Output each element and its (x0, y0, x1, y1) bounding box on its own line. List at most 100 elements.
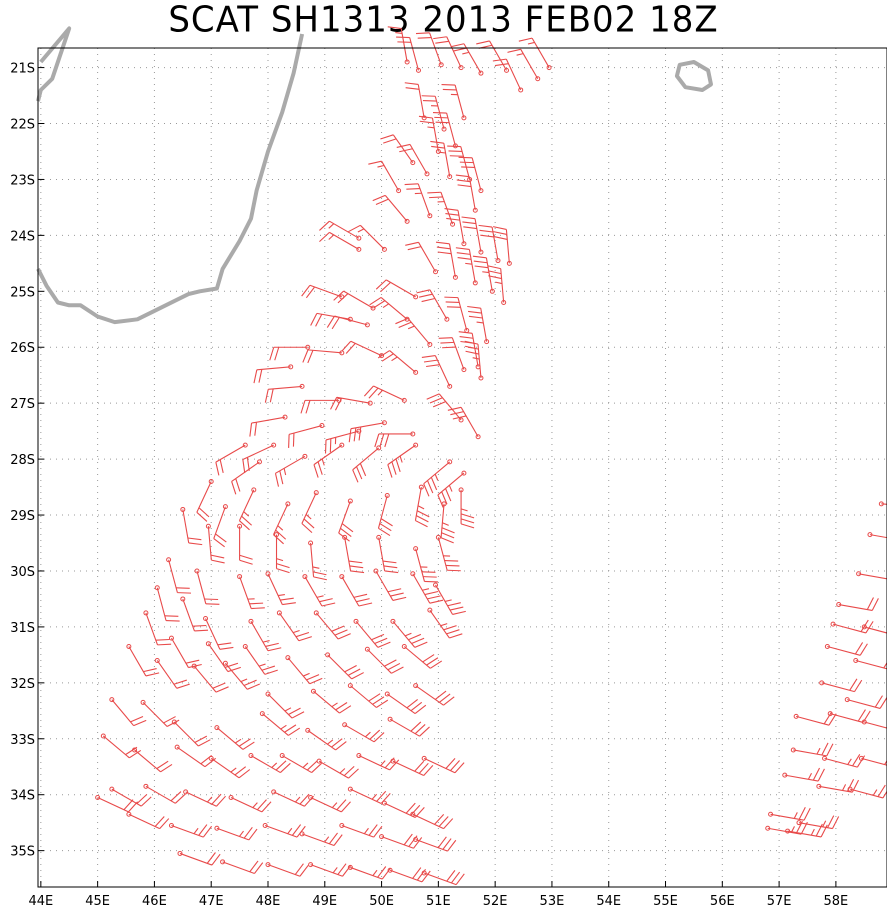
wind-barb (472, 255, 495, 294)
lon-tick-label: 54E (596, 894, 621, 909)
wind-barb (396, 143, 430, 177)
wind-barb (330, 396, 373, 411)
wind-barb (259, 711, 301, 736)
wind-barb (438, 337, 467, 373)
wind-barb (416, 289, 450, 322)
lon-tick-label: 55E (653, 894, 678, 909)
wind-barb (143, 610, 172, 646)
madagascar-coastline (36, 33, 305, 325)
wind-barb (415, 32, 444, 68)
wind-barb (435, 534, 461, 572)
wind-barb (790, 742, 834, 757)
wind-barb (450, 43, 484, 76)
wind-barb (836, 597, 879, 611)
wind-barb (492, 58, 524, 93)
map-frame (37, 47, 887, 888)
wind-barb (387, 442, 419, 478)
wind-barb (205, 641, 241, 673)
wind-barb (518, 37, 552, 71)
wind-barb (319, 220, 362, 241)
wind-barb (368, 160, 402, 194)
lat-tick-label: 27S (10, 397, 35, 412)
wind-barb (507, 48, 541, 82)
wind-barb (467, 305, 490, 345)
wind-barb (338, 498, 354, 542)
wind-barb (427, 607, 463, 639)
wind-barb (867, 532, 887, 539)
wind-barb (447, 145, 473, 182)
wind-barb (410, 571, 444, 604)
wind-barb (242, 643, 278, 675)
lon-tick-label: 57E (767, 894, 792, 909)
wind-barb (861, 624, 887, 634)
wind-barb (191, 663, 229, 693)
lat-tick-label: 30S (10, 565, 35, 580)
wind-barb (262, 822, 306, 838)
wind-barb (208, 755, 251, 779)
wind-barb (381, 800, 425, 818)
wind-barb (126, 643, 160, 677)
wind-barb (231, 459, 262, 495)
wind-barb (421, 870, 465, 886)
wind-barb (387, 26, 410, 65)
wind-barb (276, 610, 312, 642)
wind-barb (373, 568, 407, 601)
wind-barb (414, 484, 430, 528)
wind-barb (302, 349, 345, 364)
wind-barb (444, 208, 467, 247)
wind-barb (324, 428, 362, 454)
wind-barb (782, 767, 825, 782)
wind-barb (464, 340, 484, 381)
wind-barb (396, 36, 421, 73)
wind-barb (387, 716, 430, 737)
wind-barb (213, 504, 228, 548)
lon-tick-label: 52E (483, 894, 508, 909)
lat-lon-grid (38, 48, 887, 887)
wind-barb (248, 618, 282, 652)
wind-barb (822, 754, 866, 768)
wind-barb (390, 618, 428, 648)
wind-barb (878, 501, 887, 507)
wind-barb (404, 82, 427, 121)
wind-barb (376, 534, 399, 574)
lat-tick-label: 32S (10, 677, 35, 692)
wind-barb (273, 501, 291, 545)
wind-barb (844, 695, 887, 709)
wind-barb (205, 523, 225, 564)
lon-tick-label: 48E (256, 894, 281, 909)
wind-barb (194, 568, 220, 605)
wind-barb (310, 312, 353, 327)
wind-barb (796, 815, 840, 830)
wind-barb (492, 226, 512, 266)
lat-tick-label: 22S (10, 118, 35, 133)
wind-barb (248, 753, 291, 774)
wind-barb (308, 862, 352, 877)
wind-barb (395, 317, 433, 347)
wind-barb (423, 459, 453, 497)
wind-barb (437, 470, 467, 508)
lat-tick-label: 31S (10, 621, 35, 636)
wind-barb (305, 727, 347, 751)
lon-tick-label: 53E (540, 894, 565, 909)
wind-barb (285, 655, 323, 685)
wind-barb (348, 224, 387, 252)
wind-barb (372, 194, 410, 224)
lat-tick-label: 24S (10, 229, 35, 244)
wind-barb (432, 111, 458, 149)
wind-barb (339, 574, 373, 607)
wind-barb (288, 423, 325, 448)
wind-barb (413, 546, 439, 583)
wind-barb (313, 442, 345, 478)
wind-barb (441, 84, 467, 121)
wind-barb (413, 836, 457, 852)
wind-barb (237, 574, 265, 610)
wind-barb (265, 862, 309, 877)
wind-barb (274, 453, 308, 487)
lon-tick-label: 56E (710, 894, 735, 909)
wind-barb (793, 712, 837, 726)
coastline (36, 26, 713, 325)
wind-barb (856, 571, 887, 580)
map-title: SCAT SH1313 2013 FEB02 18Z (168, 0, 719, 41)
wind-barb (310, 688, 352, 714)
lat-tick-label: 34S (10, 789, 35, 804)
